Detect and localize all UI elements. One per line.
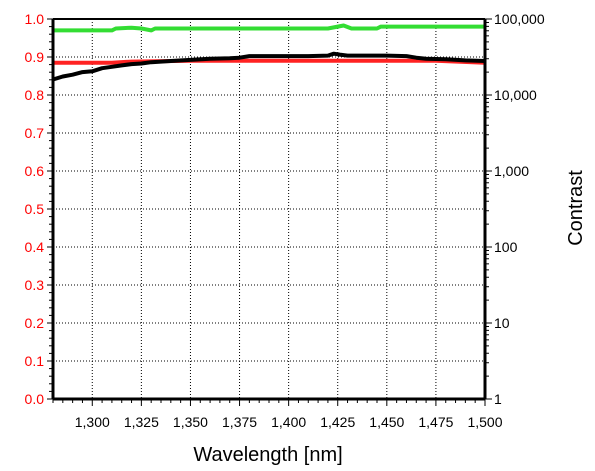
y-left-tick-label: 0.6: [25, 163, 45, 179]
y-axis-right-label: Contrast: [565, 170, 587, 246]
y-left-tick-label: 0.1: [25, 353, 45, 369]
series-layer: [52, 23, 486, 82]
y-right-tick-label: 1: [494, 391, 502, 407]
y-left-tick-label: 0.8: [25, 87, 45, 103]
series-line-3: [52, 51, 486, 82]
y-right-tick-label: 1,000: [494, 163, 529, 179]
x-tick-label: 1,325: [124, 414, 159, 430]
y-right-tick-label: 100,000: [494, 11, 545, 27]
x-tick-label: 1,375: [222, 414, 257, 430]
y-left-tick-label: 0.5: [25, 201, 45, 217]
y-right-tick-label: 100: [494, 239, 518, 255]
y-left-tick-label: 1.0: [25, 11, 45, 27]
y-left-tick-label: 0.0: [25, 391, 45, 407]
y-left-tick-label: 0.3: [25, 277, 45, 293]
y-left-tick-label: 0.2: [25, 315, 45, 331]
series-line-1: [53, 23, 485, 33]
x-tick-label: 1,300: [75, 414, 110, 430]
series-line-2: [53, 58, 486, 65]
x-axis-label: Wavelength [nm]: [193, 444, 342, 466]
x-tick-label: 1,350: [173, 414, 208, 430]
axes: 0.0 0.1 0.2 0.3 0.4 0.5 0.6 0.7 0.8 0.9 1.0 1 10 100 1…: [25, 11, 545, 430]
y-right-tick-label: 10: [494, 315, 510, 331]
x-tick-label: 1,400: [271, 414, 306, 430]
x-tick-label: 1,475: [418, 414, 453, 430]
x-tick-label: 1,450: [369, 414, 404, 430]
y-left-tick-label: 0.4: [25, 239, 45, 255]
y-right-tick-label: 10,000: [494, 87, 537, 103]
x-tick-label: 1,425: [320, 414, 355, 430]
grid: [53, 19, 485, 399]
y-left-tick-label: 0.9: [25, 49, 45, 65]
y-left-tick-label: 0.7: [25, 125, 45, 141]
x-tick-label: 1,500: [467, 414, 502, 430]
